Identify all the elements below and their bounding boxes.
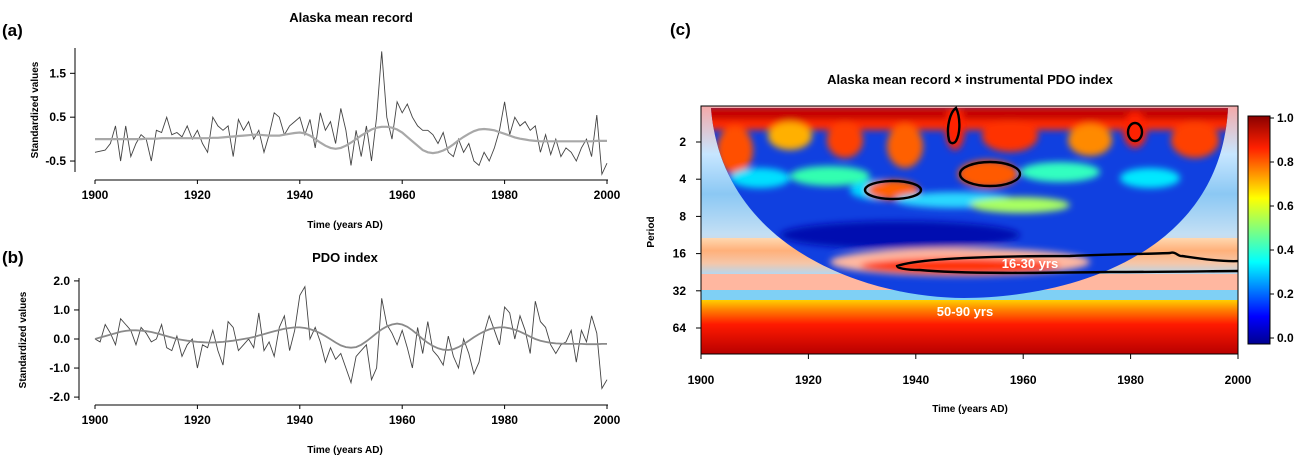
- colorbar-tick-label: 0.2: [1277, 287, 1294, 301]
- x-tick-label: 2000: [594, 413, 621, 427]
- colorbar-tick-label: 1.0: [1277, 111, 1294, 125]
- panel-b-ylabel: Standardized values: [18, 291, 29, 388]
- x-tick-label: 1940: [286, 188, 313, 202]
- panel-a-y-ticks: -0.5 0.5 1.5: [45, 66, 75, 168]
- panel-a-label: (a): [2, 21, 23, 40]
- x-tick-label: 1960: [389, 188, 416, 202]
- y-tick-label: 2.0: [53, 274, 70, 288]
- panel-b-x-ticks: 1900 1920 1940 1960 1980 2000: [82, 405, 621, 427]
- x-tick-label: 1940: [286, 413, 313, 427]
- x-tick-label: 2000: [1225, 373, 1252, 387]
- x-tick-label: 1960: [389, 413, 416, 427]
- coherence-heatmap: 16-30 yrs 50-90 yrs: [701, 106, 1238, 354]
- x-tick-label: 1980: [1117, 373, 1144, 387]
- panel-b: (b) PDO index Standardized values Time (…: [2, 248, 621, 456]
- annotation-50-90-yrs: 50-90 yrs: [937, 304, 993, 319]
- annotation-16-30-yrs: 16-30 yrs: [1002, 256, 1058, 271]
- y-tick-label: 1.5: [49, 66, 66, 80]
- smoothed-series-line: [94, 322, 607, 351]
- y-tick-label: 8: [679, 209, 686, 223]
- x-tick-label: 1980: [491, 413, 518, 427]
- panel-c-frame: [700, 105, 1239, 355]
- panel-c-label: (c): [670, 20, 691, 39]
- y-tick-label: -2.0: [49, 390, 70, 404]
- y-tick-label: 1.0: [53, 303, 70, 317]
- panel-a: (a) Alaska mean record Standardized valu…: [2, 10, 621, 231]
- raw-series-line: [94, 285, 608, 390]
- y-tick-label: 0.0: [53, 332, 70, 346]
- x-tick-label: 1980: [491, 188, 518, 202]
- x-tick-label: 1900: [82, 188, 109, 202]
- y-tick-label: 64: [673, 321, 687, 335]
- panel-c: (c) Alaska mean record × instrumental PD…: [646, 20, 1294, 415]
- x-tick-label: 1900: [688, 373, 715, 387]
- y-tick-label: 32: [673, 284, 687, 298]
- panel-c-xlabel: Time (years AD): [932, 404, 1008, 415]
- x-tick-label: 1920: [795, 373, 822, 387]
- colorbar: [1247, 115, 1271, 345]
- panel-c-x-ticks: 1900 1920 1940 1960 1980 2000: [688, 354, 1252, 387]
- y-tick-label: -0.5: [45, 154, 66, 168]
- y-tick-label: 0.5: [49, 110, 66, 124]
- x-tick-label: 1960: [1010, 373, 1037, 387]
- panel-b-xlabel: Time (years AD): [307, 445, 383, 456]
- x-tick-label: 1920: [184, 413, 211, 427]
- colorbar-tick-label: 0.6: [1277, 199, 1294, 213]
- smoothed-series-line: [95, 125, 607, 155]
- x-tick-label: 1940: [902, 373, 929, 387]
- significance-contours: [863, 106, 1238, 275]
- y-tick-label: 4: [679, 172, 686, 186]
- panel-c-ylabel: Period: [646, 216, 657, 247]
- panel-a-xlabel: Time (years AD): [307, 220, 383, 231]
- panel-b-y-ticks: -2.0 -1.0 0.0 1.0 2.0: [49, 274, 79, 404]
- panel-c-y-ticks: 2 4 8 16 32 64: [673, 135, 701, 335]
- colorbar-tick-label: 0.0: [1277, 331, 1294, 345]
- panel-c-title: Alaska mean record × instrumental PDO in…: [827, 72, 1114, 87]
- panel-a-x-ticks: 1900 1920 1940 1960 1980 2000: [82, 180, 621, 202]
- y-tick-label: 2: [679, 135, 686, 149]
- panel-b-series: [94, 285, 608, 390]
- y-tick-label: -1.0: [49, 361, 70, 375]
- x-tick-label: 1920: [184, 188, 211, 202]
- panel-a-title: Alaska mean record: [289, 10, 413, 25]
- x-tick-label: 1900: [82, 413, 109, 427]
- y-tick-label: 16: [673, 247, 687, 261]
- colorbar-tick-label: 0.8: [1277, 155, 1294, 169]
- raw-series-line: [94, 51, 608, 176]
- x-tick-label: 2000: [594, 188, 621, 202]
- colorbar-tick-label: 0.4: [1277, 243, 1294, 257]
- panel-b-label: (b): [2, 248, 24, 267]
- colorbar-ticks: 0.0 0.2 0.4 0.6 0.8 1.0: [1270, 111, 1294, 345]
- panel-b-title: PDO index: [312, 250, 379, 265]
- panel-a-series: [94, 51, 608, 176]
- panel-a-ylabel: Standardized values: [30, 61, 41, 158]
